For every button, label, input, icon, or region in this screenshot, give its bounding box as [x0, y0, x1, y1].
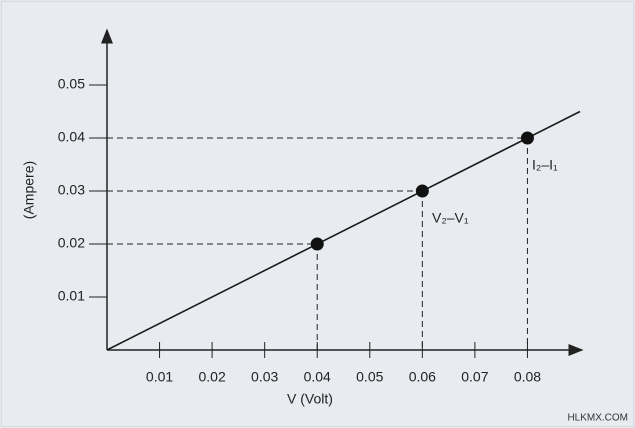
data-point [310, 237, 324, 251]
annotation: I₂–I₁ [532, 157, 558, 173]
y-tick-label: 0.05 [58, 76, 85, 92]
y-tick-label: 0.04 [58, 129, 85, 145]
y-axis-label: (Ampere) [21, 161, 37, 219]
y-tick-label: 0.01 [58, 288, 85, 304]
x-tick-label: 0.02 [198, 369, 225, 385]
data-point [415, 184, 429, 198]
watermark: HLKMX.COM [567, 413, 628, 424]
x-tick-label: 0.04 [304, 369, 331, 385]
data-point [520, 131, 534, 145]
y-tick-label: 0.02 [58, 235, 85, 251]
annotation: V₂–V₁ [432, 210, 469, 226]
x-tick-label: 0.07 [461, 369, 488, 385]
x-tick-label: 0.01 [146, 369, 173, 385]
y-tick-label: 0.03 [58, 182, 85, 198]
x-tick-label: 0.08 [514, 369, 541, 385]
x-tick-label: 0.03 [251, 369, 278, 385]
x-tick-label: 0.06 [409, 369, 436, 385]
data-line [106, 110, 581, 351]
x-axis-label: V (Volt) [287, 391, 333, 407]
x-tick-label: 0.05 [356, 369, 383, 385]
